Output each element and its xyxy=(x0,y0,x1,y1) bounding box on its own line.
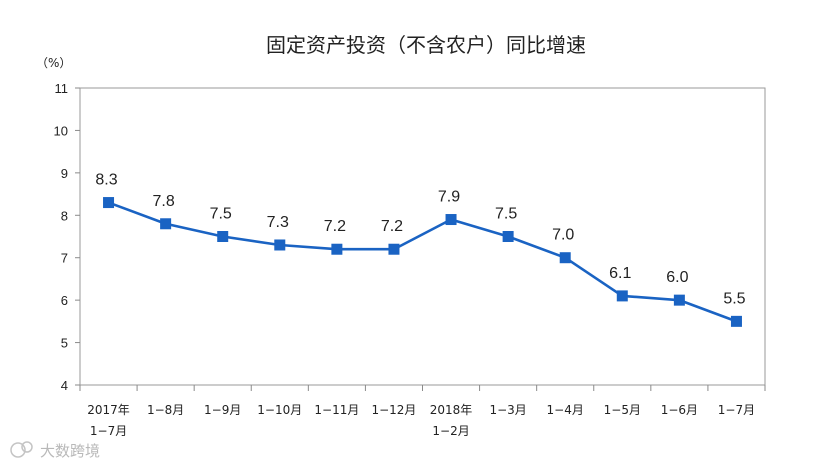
data-point-marker xyxy=(730,315,742,327)
x-tick-label: 2018年 xyxy=(430,403,473,417)
data-label: 7.5 xyxy=(495,206,517,223)
y-tick-label: 10 xyxy=(54,123,68,138)
y-tick-label: 5 xyxy=(61,336,68,351)
data-label: 5.5 xyxy=(723,290,745,307)
x-tick-label: 1−2月 xyxy=(432,424,469,438)
series-line-group xyxy=(103,197,742,327)
watermark: 大数跨境 xyxy=(10,441,100,460)
data-point-marker xyxy=(217,231,229,242)
x-tick-label: 1−7月 xyxy=(90,424,127,438)
data-label: 7.0 xyxy=(552,227,574,244)
chart-title: 固定资产投资（不含农户）同比增速 xyxy=(266,33,586,57)
data-point-marker xyxy=(559,252,571,264)
x-tick-label: 2017年 xyxy=(87,403,130,417)
data-point-marker xyxy=(502,231,514,242)
data-point-marker xyxy=(103,197,115,209)
y-tick-label: 7 xyxy=(61,251,68,266)
watermark-logo-icon xyxy=(10,441,33,458)
x-axis: 2017年 1−7月 1−8月 1−9月 1−10月 1−11月 1−12月 2018年 1−2… xyxy=(79,385,766,438)
y-unit-label: （%） xyxy=(36,56,71,70)
data-label: 7.2 xyxy=(324,218,346,235)
data-label: 7.8 xyxy=(153,193,175,210)
x-tick-label: 1−4月 xyxy=(547,403,584,417)
x-tick-label: 1−11月 xyxy=(314,403,359,417)
data-label: 6.0 xyxy=(666,269,688,286)
data-label: 7.9 xyxy=(438,189,460,206)
data-point-marker xyxy=(274,239,286,251)
data-label: 7.3 xyxy=(267,214,289,231)
data-point-marker xyxy=(331,243,343,255)
x-tick-label: 1−3月 xyxy=(489,403,526,417)
x-tick-label: 1−7月 xyxy=(718,403,755,417)
y-tick-label: 9 xyxy=(61,166,68,181)
data-label: 6.1 xyxy=(609,265,631,282)
data-label: 8.3 xyxy=(95,172,117,189)
x-tick-label: 1−6月 xyxy=(661,403,698,417)
x-tick-label: 1−9月 xyxy=(204,403,241,417)
plot-frame xyxy=(79,87,766,386)
watermark-text: 大数跨境 xyxy=(40,442,100,460)
data-point-marker xyxy=(160,218,172,230)
data-point-marker xyxy=(616,290,628,302)
x-tick-label: 1−10月 xyxy=(257,403,302,417)
y-tick-label: 8 xyxy=(61,208,68,223)
data-point-marker xyxy=(388,243,400,255)
x-tick-label: 1−12月 xyxy=(371,403,416,417)
data-label: 7.5 xyxy=(210,206,232,223)
y-tick-label: 6 xyxy=(61,293,68,308)
data-labels: 8.3 7.8 7.5 7.3 7.2 7.2 7.9 7.5 7.0 6.1 6.0 5.5 xyxy=(95,172,745,308)
data-label: 7.2 xyxy=(381,218,403,235)
y-tick-label: 4 xyxy=(61,378,68,393)
y-tick-label: 11 xyxy=(55,81,69,96)
y-axis: 4 5 6 7 8 9 10 11 xyxy=(54,81,80,393)
data-point-marker xyxy=(445,214,457,226)
x-tick-label: 1−5月 xyxy=(604,403,641,417)
x-tick-label: 1−8月 xyxy=(147,403,184,417)
series-line xyxy=(108,201,737,323)
data-point-marker xyxy=(673,294,685,306)
